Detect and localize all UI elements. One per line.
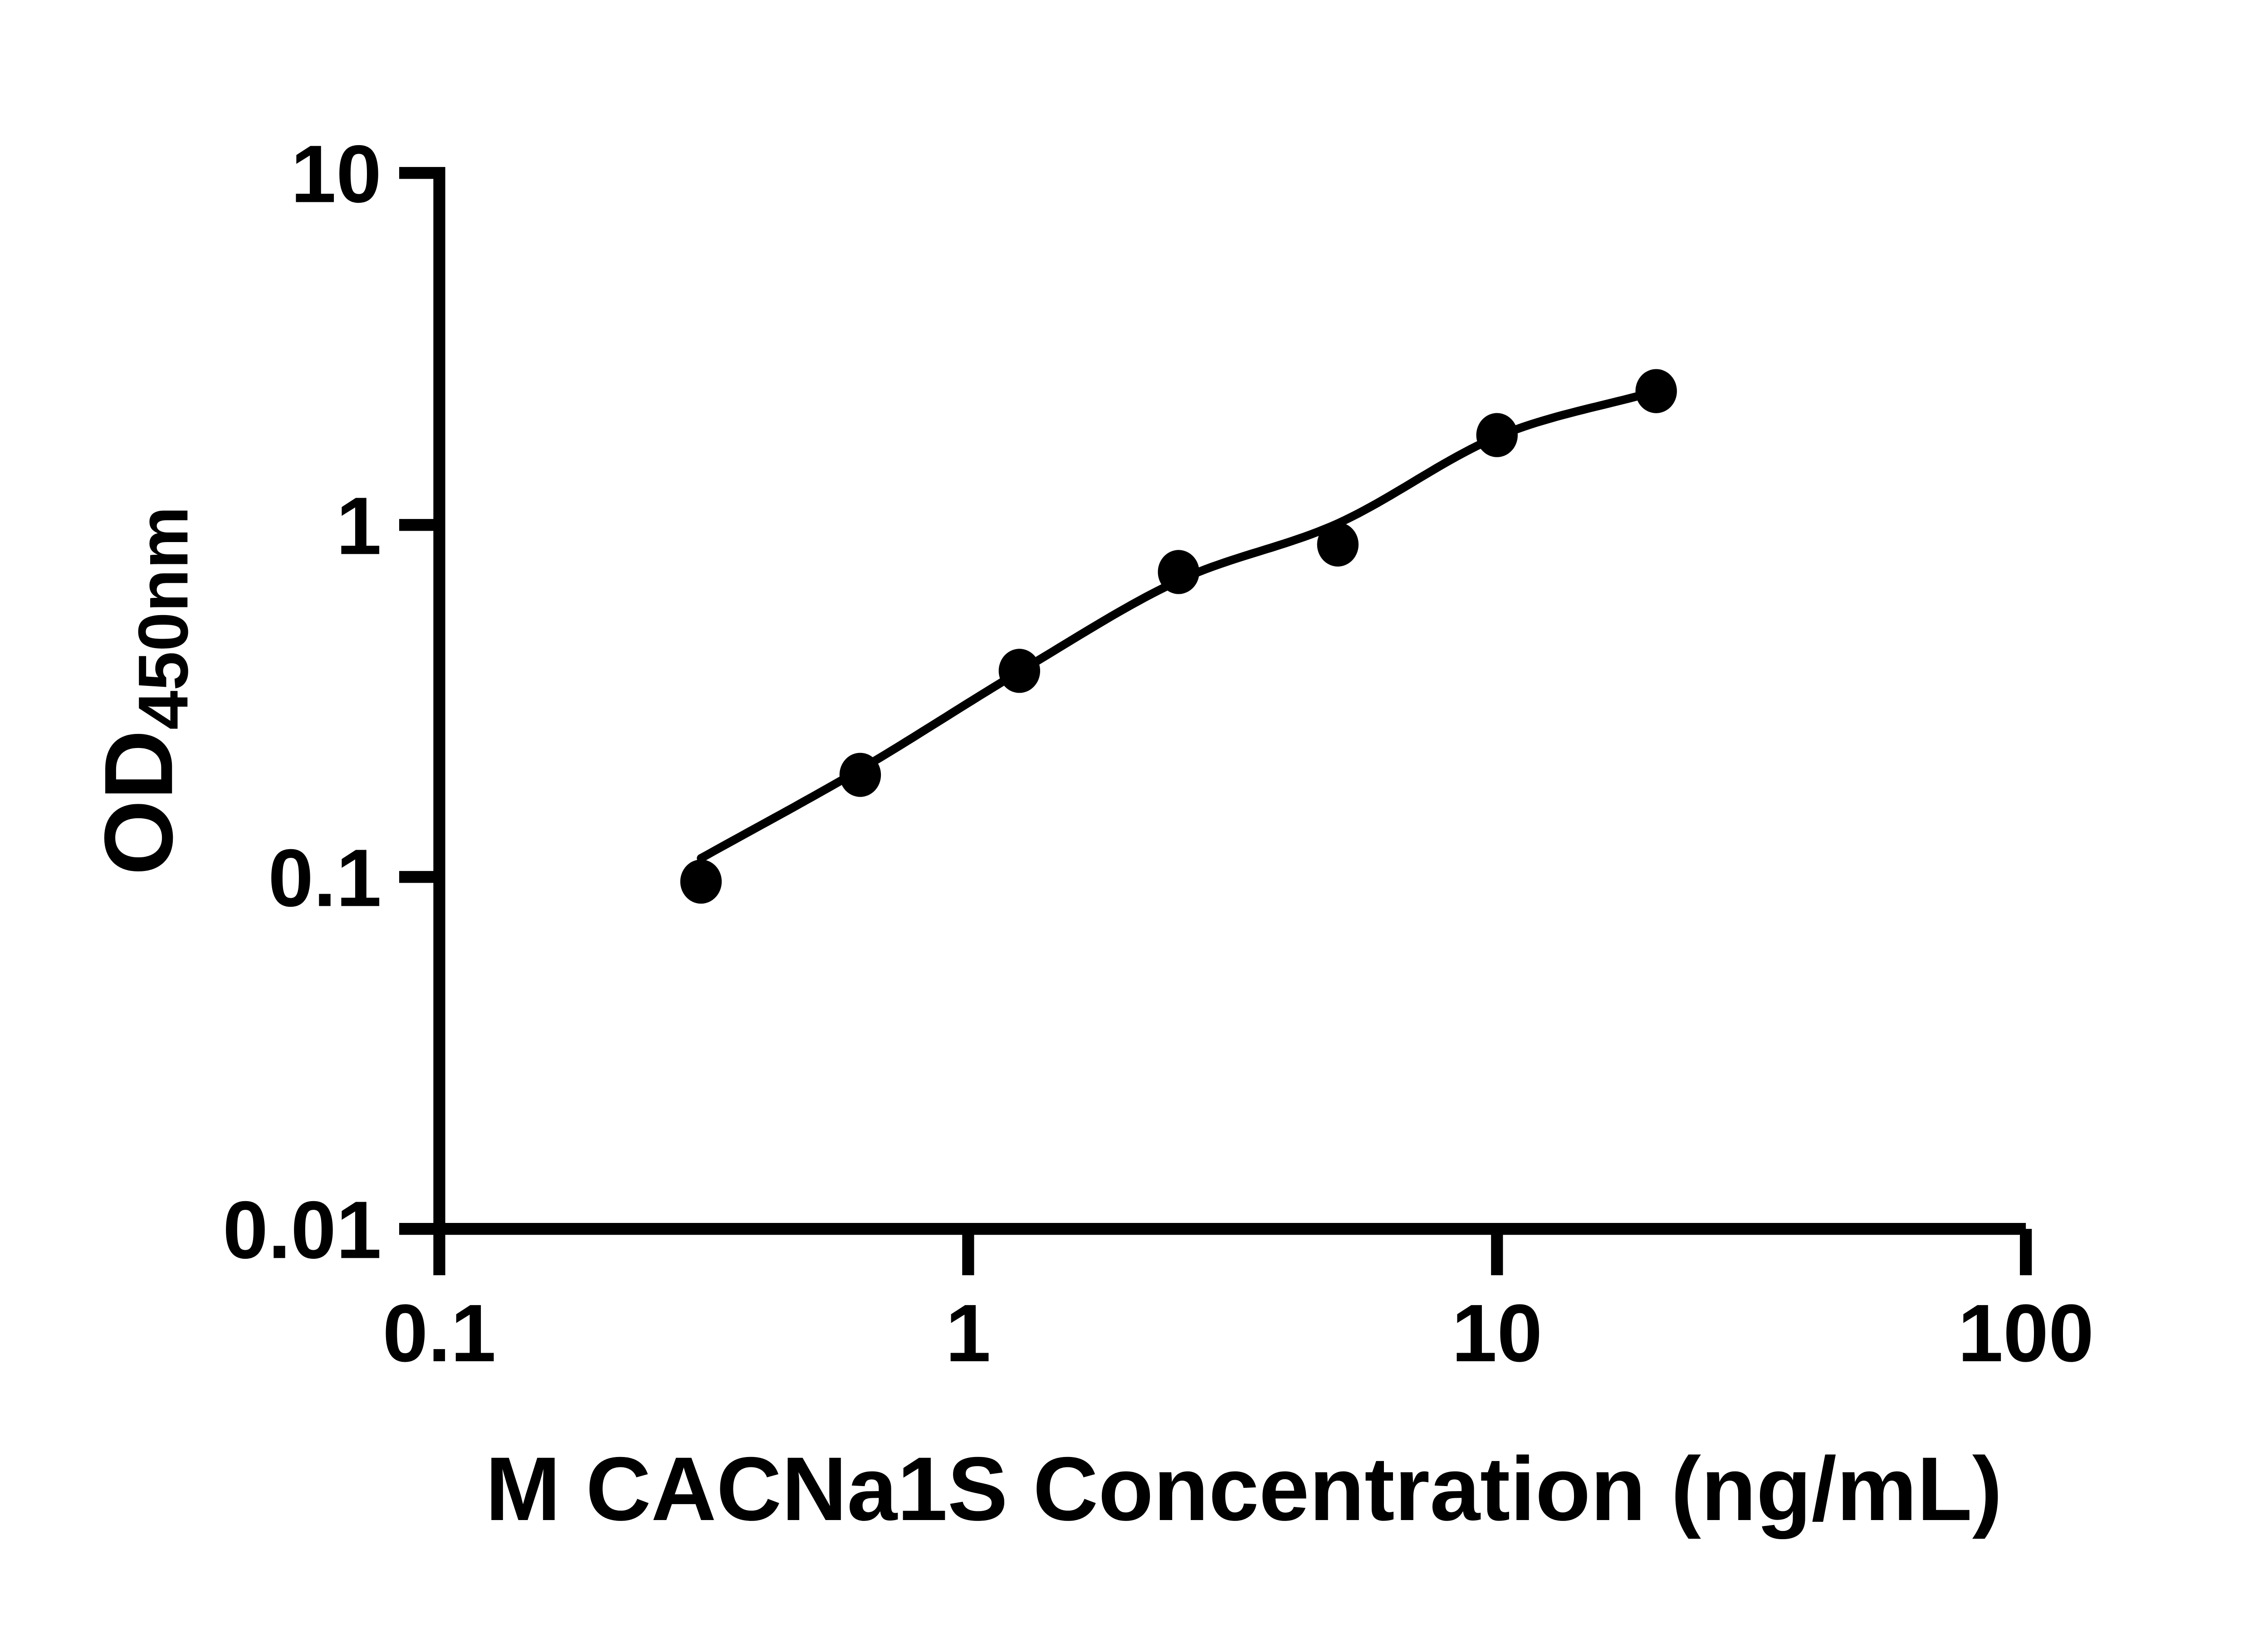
x-axis-title: M CACNa1S Concentration (ng/mL)	[485, 1439, 2002, 1540]
x-tick-label: 1	[945, 1288, 991, 1379]
y-axis-title: OD450nm	[84, 506, 202, 875]
y-axis-title-main: OD	[84, 730, 193, 875]
data-point-markers	[680, 369, 1677, 904]
x-tick-label: 100	[1958, 1288, 2094, 1379]
chart-background	[0, 22, 2268, 1611]
data-point	[1317, 522, 1359, 567]
y-tick-label: 1	[336, 480, 381, 572]
y-axis-tick-labels: 0.01 0.1 1 10	[223, 128, 381, 1276]
y-tick-label: 0.01	[223, 1184, 381, 1276]
data-point	[680, 859, 722, 904]
data-point	[1635, 369, 1677, 413]
data-point	[998, 649, 1041, 693]
y-tick-label: 10	[291, 128, 381, 220]
y-axis-title-subscript: 450nm	[123, 506, 202, 730]
x-axis-tick-labels: 0.1 1 10 100	[382, 1288, 2094, 1379]
x-axis-ticks	[433, 1229, 2032, 1276]
x-tick-label: 10	[1452, 1288, 1542, 1379]
data-point	[839, 753, 881, 797]
x-tick-label: 0.1	[382, 1288, 496, 1379]
y-tick-label: 0.1	[268, 832, 381, 924]
data-point	[1476, 413, 1518, 457]
axis-lines	[399, 167, 2026, 1235]
data-point	[1158, 550, 1200, 594]
y-axis-ticks	[399, 519, 440, 1235]
